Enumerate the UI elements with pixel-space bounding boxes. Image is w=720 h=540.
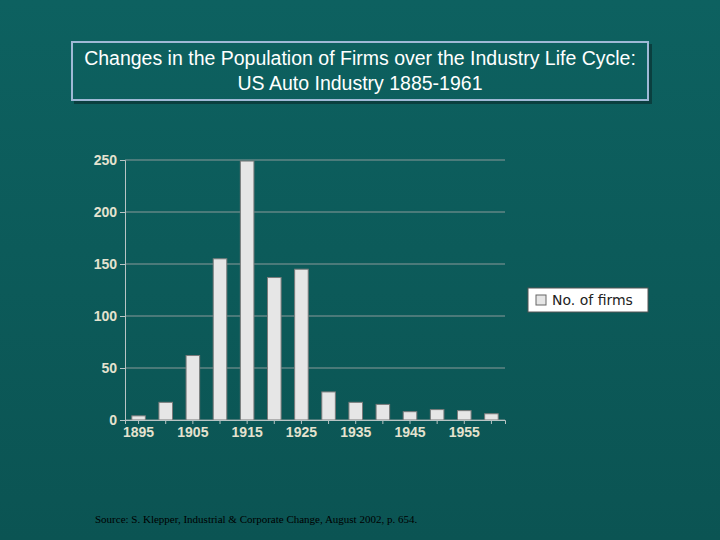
bar [458, 411, 472, 420]
x-tick-label: 1925 [286, 424, 317, 440]
x-tick-label: 1895 [123, 424, 154, 440]
bar [403, 412, 417, 420]
grid-line [125, 160, 505, 161]
x-tick-label: 1935 [340, 424, 371, 440]
grid-line [125, 368, 505, 369]
y-tick: 200 [94, 204, 125, 220]
y-tick: 100 [94, 308, 125, 324]
x-tick-mark [165, 420, 166, 424]
bar [186, 356, 200, 420]
x-tick [491, 420, 492, 424]
x-tick [437, 420, 438, 424]
x-tick: 1925 [286, 420, 317, 440]
y-axis: 0 50 100 150 200 250 [94, 152, 126, 428]
x-tick-label: 1915 [232, 424, 263, 440]
bar [240, 161, 254, 420]
x-tick: 1955 [449, 420, 480, 440]
x-tick-mark [328, 420, 329, 424]
bar [295, 269, 309, 420]
chart: 0501001502002501895190519151925193519451… [0, 0, 720, 540]
bar [349, 402, 363, 420]
bar [268, 278, 282, 420]
y-tick-label: 200 [94, 204, 118, 220]
x-tick [220, 420, 221, 424]
legend: No. of firms [528, 288, 648, 312]
y-tick-label: 0 [109, 412, 117, 428]
x-tick-mark [437, 420, 438, 424]
grid-line [125, 212, 505, 213]
bar [322, 392, 336, 420]
grid-line [125, 316, 505, 317]
x-tick [274, 420, 275, 424]
y-tick-label: 100 [94, 308, 118, 324]
x-tick: 1935 [340, 420, 371, 440]
x-tick [165, 420, 166, 424]
x-tick-mark [274, 420, 275, 424]
x-tick-mark [382, 420, 383, 424]
bars [132, 161, 498, 420]
x-tick: 1905 [177, 420, 208, 440]
y-tick-mark [120, 264, 125, 265]
legend-label: No. of firms [552, 292, 633, 308]
x-tick-label: 1955 [449, 424, 480, 440]
y-tick-mark [120, 368, 125, 369]
bar [485, 414, 499, 420]
y-tick: 50 [101, 360, 125, 376]
y-tick-mark [120, 316, 125, 317]
x-tick [328, 420, 329, 424]
legend-swatch [536, 295, 546, 305]
y-tick-label: 150 [94, 256, 118, 272]
y-tick-mark [120, 212, 125, 213]
y-tick-label: 250 [94, 152, 118, 168]
y-tick-mark [120, 160, 125, 161]
x-tick: 1945 [394, 420, 425, 440]
legend-box [528, 288, 648, 312]
x-tick-mark [220, 420, 221, 424]
grid [125, 160, 505, 420]
bar [159, 402, 173, 420]
chart-title: Changes in the Population of Firms over … [71, 41, 649, 101]
x-axis: 1895 1905 1915 1925 1935 1945 1955 [123, 420, 506, 440]
y-axis-line [120, 161, 126, 421]
x-tick: 1915 [232, 420, 263, 440]
x-tick: 1895 [123, 420, 154, 440]
bar [376, 404, 390, 420]
y-tick: 150 [94, 256, 125, 272]
y-tick: 250 [94, 152, 125, 168]
bar [430, 410, 444, 420]
y-tick-label: 50 [101, 360, 117, 376]
bar [132, 416, 146, 420]
x-tick [382, 420, 383, 424]
source-note: Source: S. Klepper, Industrial & Corpora… [95, 513, 417, 525]
x-tick-label: 1945 [394, 424, 425, 440]
y-tick-mark [120, 420, 125, 421]
x-tick-label: 1905 [177, 424, 208, 440]
x-tick-mark [491, 420, 492, 424]
bar [213, 259, 227, 420]
grid-line [125, 264, 505, 265]
